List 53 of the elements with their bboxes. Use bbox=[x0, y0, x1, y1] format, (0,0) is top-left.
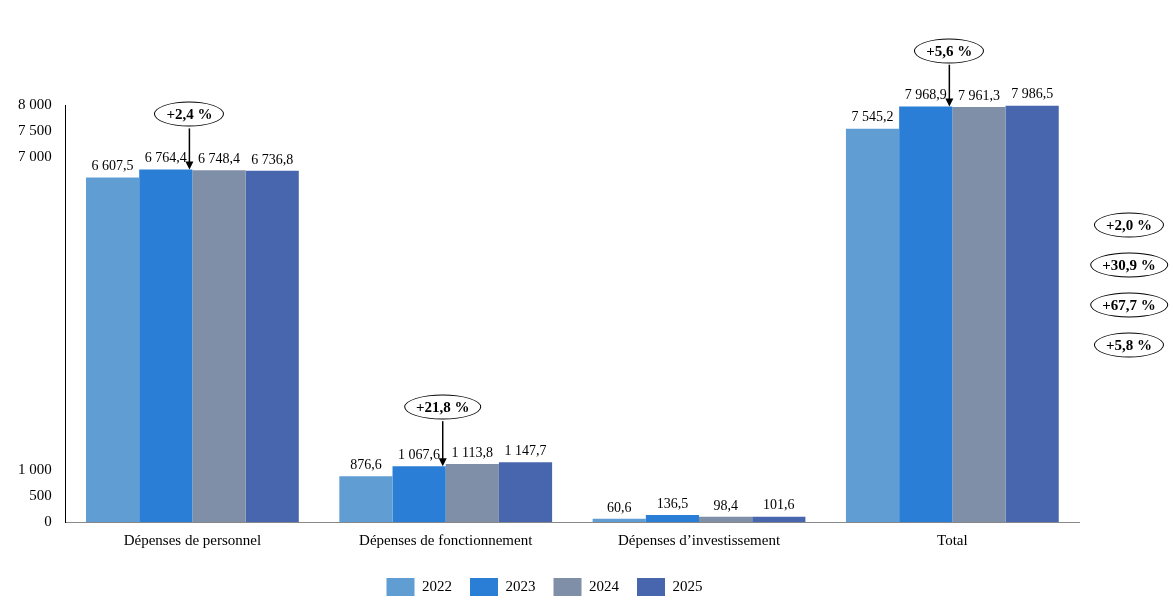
bar bbox=[699, 516, 753, 522]
bar bbox=[952, 107, 1006, 522]
bar bbox=[445, 463, 499, 522]
bar bbox=[498, 462, 553, 522]
bar bbox=[899, 106, 953, 522]
bar bbox=[86, 177, 140, 522]
data-label: 876,6 bbox=[350, 456, 382, 472]
y-tick-label: 8 000 bbox=[18, 95, 52, 112]
y-tick-label: 1 000 bbox=[18, 460, 52, 477]
x-tick-label: Dépenses d’investissement bbox=[618, 531, 781, 548]
bar bbox=[645, 514, 700, 522]
bar bbox=[139, 169, 193, 522]
legend-label: 2023 bbox=[505, 577, 536, 594]
data-label: 1 147,7 bbox=[504, 442, 547, 458]
bar bbox=[752, 516, 806, 522]
text: +30,9 % bbox=[1090, 252, 1168, 278]
data-label: 7 986,5 bbox=[1011, 86, 1054, 102]
data-label: 136,5 bbox=[656, 495, 689, 511]
y-tick-label: 7 500 bbox=[18, 122, 52, 138]
data-label: 6 764,4 bbox=[144, 150, 187, 166]
data-label: 7 961,3 bbox=[957, 87, 1000, 103]
bar bbox=[192, 170, 246, 522]
legend-label: 2022 bbox=[422, 577, 452, 594]
data-label: 6 736,8 bbox=[251, 151, 294, 167]
legend-label: 2024 bbox=[589, 577, 620, 594]
annotation: +2,4 % bbox=[154, 101, 225, 127]
y-tick-label: 500 bbox=[29, 486, 52, 503]
legend-label: 2025 bbox=[672, 577, 703, 594]
y-tick-label: 7 000 bbox=[18, 148, 52, 165]
x-tick-label: Total bbox=[937, 531, 968, 548]
data-label: 7 545,2 bbox=[851, 109, 894, 125]
text: +2,0 % bbox=[1093, 212, 1165, 238]
bar bbox=[1005, 105, 1059, 522]
x-tick-label: Dépenses de fonctionnement bbox=[359, 531, 534, 548]
bar bbox=[392, 466, 446, 522]
annotation: +5,6 % bbox=[914, 38, 985, 64]
data-label: 7 968,9 bbox=[904, 87, 947, 103]
data-label: 101,6 bbox=[763, 497, 795, 513]
y-tick-label: 0 bbox=[44, 512, 52, 529]
bar bbox=[245, 170, 299, 522]
data-label: 60,6 bbox=[606, 499, 632, 515]
x-tick-label: Dépenses de personnel bbox=[123, 531, 262, 548]
bar bbox=[339, 476, 393, 522]
data-label: 1 113,8 bbox=[451, 444, 494, 460]
bar bbox=[592, 518, 646, 522]
text: +67,7 % bbox=[1090, 292, 1168, 318]
data-label: 6 748,4 bbox=[198, 150, 240, 166]
data-label: 1 067,6 bbox=[398, 447, 441, 463]
text: +5,8 % bbox=[1093, 332, 1165, 358]
bar bbox=[845, 128, 900, 522]
data-label: 6 607,5 bbox=[91, 158, 134, 174]
annotation: +21,8 % bbox=[403, 394, 482, 420]
data-label: 98,4 bbox=[713, 497, 738, 513]
